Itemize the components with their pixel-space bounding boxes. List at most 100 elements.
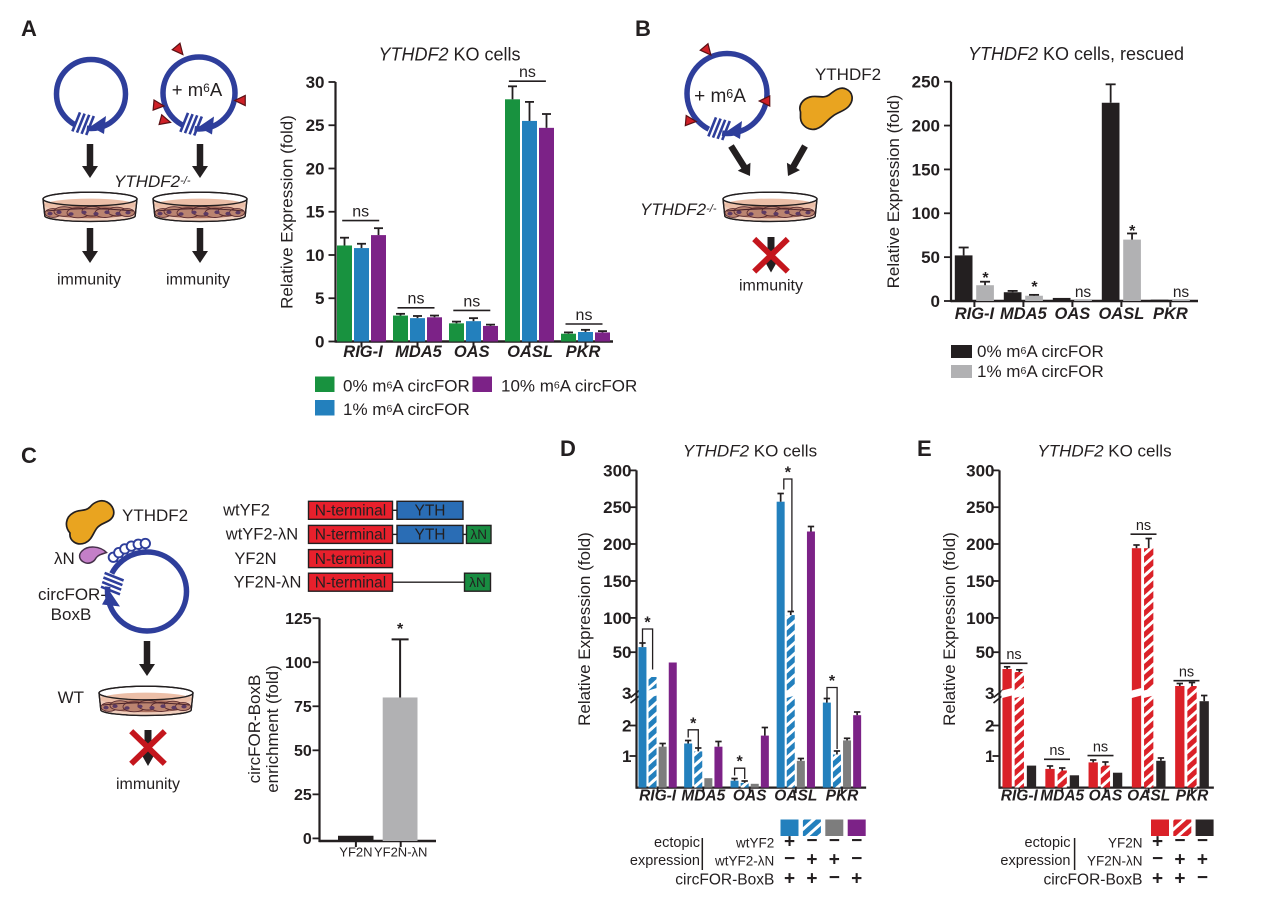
svg-text:−: − [829, 868, 840, 889]
svg-text:200: 200 [966, 535, 994, 554]
svg-text:250: 250 [912, 73, 940, 92]
svg-text:E: E [917, 436, 932, 461]
svg-text:YF2N: YF2N [234, 550, 276, 568]
svg-text:ns: ns [463, 293, 480, 310]
svg-text:100: 100 [285, 655, 312, 672]
svg-text:50: 50 [613, 643, 632, 662]
svg-text:25: 25 [306, 116, 325, 135]
svg-text:N-terminal: N-terminal [315, 575, 386, 592]
svg-text:immunity: immunity [739, 278, 803, 295]
svg-text:WT: WT [58, 688, 84, 707]
svg-text:OAS: OAS [733, 788, 767, 805]
svg-text:−: − [806, 831, 817, 852]
svg-text:+: + [1197, 850, 1208, 871]
svg-text:−: − [851, 849, 862, 870]
svg-text:+ m6A: + m6A [694, 86, 746, 107]
svg-text:+: + [1174, 850, 1185, 871]
svg-text:wtYF2: wtYF2 [735, 836, 774, 851]
svg-text:immunity: immunity [116, 776, 180, 793]
svg-text:YTH: YTH [415, 527, 446, 544]
svg-text:ns: ns [352, 203, 369, 220]
svg-text:RIG-I: RIG-I [1001, 788, 1039, 805]
svg-text:200: 200 [912, 117, 940, 136]
svg-text:+: + [1174, 869, 1185, 890]
svg-text:Relative Expression (fold): Relative Expression (fold) [575, 532, 594, 726]
svg-text:300: 300 [966, 461, 994, 480]
svg-text:*: * [690, 715, 697, 732]
svg-text:ns: ns [1093, 740, 1108, 756]
svg-text:circFOR-BoxB: circFOR-BoxB [675, 872, 774, 889]
svg-text:YTHDF2 KO cells: YTHDF2 KO cells [1037, 442, 1171, 461]
svg-text:Relative Expression (fold): Relative Expression (fold) [278, 115, 297, 309]
svg-text:1% m6A circFOR: 1% m6A circFOR [343, 400, 470, 419]
svg-text:OAS: OAS [1089, 788, 1123, 805]
svg-text:150: 150 [966, 572, 994, 591]
svg-text:YTHDF2 KO cells, rescued: YTHDF2 KO cells, rescued [968, 44, 1184, 64]
svg-text:OAS: OAS [1055, 305, 1091, 323]
svg-text:ns: ns [408, 291, 425, 308]
svg-text:C: C [21, 443, 37, 468]
svg-text:OAS: OAS [454, 343, 490, 361]
svg-text:−: − [1197, 868, 1208, 889]
svg-text:wtYF2: wtYF2 [222, 502, 270, 520]
svg-text:+: + [784, 869, 795, 890]
svg-text:−: − [784, 849, 795, 870]
svg-text:MDA5: MDA5 [1040, 788, 1084, 805]
svg-text:expression: expression [630, 853, 700, 869]
svg-text:−: − [1197, 831, 1208, 852]
svg-text:ns: ns [1179, 665, 1194, 681]
svg-text:+ m6A: + m6A [172, 79, 223, 100]
svg-text:0: 0 [315, 332, 324, 351]
svg-text:+: + [1152, 832, 1163, 853]
svg-text:N-terminal: N-terminal [315, 503, 386, 520]
svg-text:0: 0 [931, 292, 940, 311]
svg-text:25: 25 [294, 787, 312, 804]
svg-text:30: 30 [306, 73, 325, 92]
svg-text:*: * [644, 615, 651, 632]
svg-text:circFOR-: circFOR- [38, 585, 106, 604]
svg-text:−: − [1152, 849, 1163, 870]
svg-text:*: * [397, 621, 404, 638]
svg-text:MDA5: MDA5 [395, 343, 443, 361]
svg-text:20: 20 [306, 159, 325, 178]
svg-text:OASL: OASL [774, 788, 817, 805]
svg-text:0: 0 [303, 831, 312, 848]
svg-text:15: 15 [306, 203, 325, 222]
svg-text:1: 1 [985, 747, 994, 766]
svg-text:250: 250 [966, 498, 994, 517]
svg-text:ns: ns [1075, 284, 1092, 301]
svg-text:B: B [635, 16, 651, 41]
svg-text:ns: ns [519, 64, 536, 81]
svg-text:*: * [1129, 223, 1136, 240]
svg-text:YF2N: YF2N [1108, 836, 1143, 851]
svg-text:*: * [1031, 279, 1038, 296]
svg-text:−: − [851, 831, 862, 852]
svg-text:enrichment (fold): enrichment (fold) [263, 665, 282, 793]
svg-text:YTHDF2-/-: YTHDF2-/- [114, 172, 191, 191]
svg-text:ns: ns [1136, 518, 1151, 534]
svg-text:YTHDF2: YTHDF2 [122, 506, 188, 525]
svg-text:ns: ns [1049, 743, 1064, 759]
svg-text:+: + [784, 832, 795, 853]
svg-text:λN: λN [470, 527, 487, 542]
svg-text:3: 3 [985, 684, 994, 703]
svg-text:10: 10 [306, 246, 325, 265]
svg-text:YTHDF2: YTHDF2 [815, 65, 881, 84]
svg-text:+: + [1152, 869, 1163, 890]
svg-text:1% m6A circFOR: 1% m6A circFOR [977, 362, 1104, 381]
svg-text:−: − [1174, 831, 1185, 852]
svg-text:λN: λN [54, 549, 75, 568]
svg-text:*: * [785, 465, 792, 482]
svg-text:A: A [21, 16, 37, 41]
svg-text:circFOR-BoxB: circFOR-BoxB [245, 675, 264, 784]
svg-text:*: * [737, 754, 744, 771]
svg-text:immunity: immunity [57, 272, 121, 289]
svg-text:*: * [829, 673, 836, 690]
svg-text:2: 2 [985, 717, 994, 736]
svg-text:ectopic: ectopic [1025, 835, 1071, 851]
svg-text:+: + [829, 850, 840, 871]
svg-text:YF2N-λN: YF2N-λN [234, 574, 302, 592]
svg-text:ns: ns [1006, 647, 1021, 663]
svg-text:50: 50 [921, 248, 940, 267]
svg-text:100: 100 [912, 204, 940, 223]
